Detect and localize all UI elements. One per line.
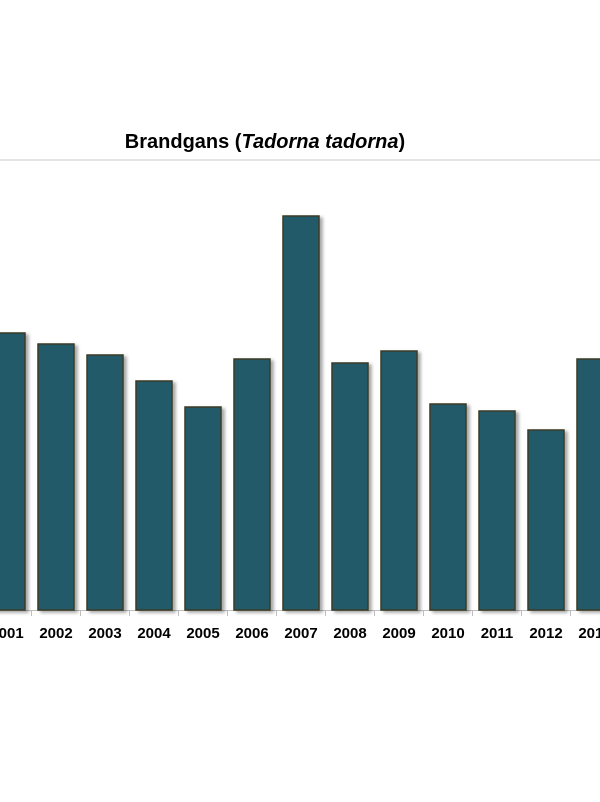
bar — [233, 358, 271, 611]
bar — [37, 343, 75, 611]
bar — [0, 332, 26, 611]
x-tick-label: 2007 — [284, 625, 317, 642]
chart-title: Brandgans (Tadorna tadorna) — [125, 131, 405, 153]
title-part: ) — [399, 131, 406, 153]
bar — [380, 350, 418, 611]
x-tick-label: 2005 — [186, 625, 219, 642]
bar — [331, 362, 369, 611]
bar — [86, 354, 124, 611]
title-part: Tadorna tadorna — [241, 131, 398, 153]
x-tick-label: 2006 — [235, 625, 268, 642]
bar — [135, 380, 173, 611]
x-tick-label: 2010 — [431, 625, 464, 642]
title-part: Brandgans ( — [125, 131, 242, 153]
x-tick-label: 2009 — [382, 625, 415, 642]
bar — [184, 406, 222, 611]
x-tick-label: 2002 — [39, 625, 72, 642]
bar — [282, 215, 320, 611]
x-tick-label: 2001 — [0, 625, 24, 642]
x-tick-label: 2004 — [137, 625, 171, 642]
bar — [429, 403, 467, 611]
bar — [478, 410, 516, 611]
x-tick-label: 2012 — [529, 625, 562, 642]
bar — [527, 429, 565, 611]
x-tick-label: 2003 — [88, 625, 121, 642]
bar — [576, 358, 600, 611]
x-tick-label: 2013 — [578, 625, 600, 642]
x-tick-label: 2011 — [481, 625, 514, 642]
x-tick-label: 2008 — [333, 625, 366, 642]
